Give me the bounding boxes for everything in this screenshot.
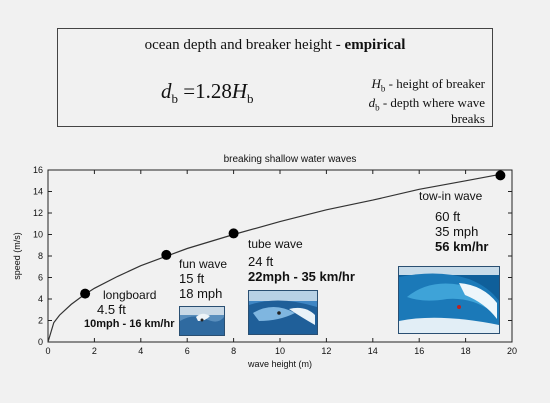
data-point-fun xyxy=(161,249,172,260)
data-point-longboard xyxy=(80,288,91,299)
eq-lhs-subscript: b xyxy=(171,91,179,107)
annotation-speed: 18 mph xyxy=(179,285,223,301)
formula-title: ocean depth and breaker height - empiric… xyxy=(58,37,492,54)
annotation-title: fun wave xyxy=(179,257,228,271)
y-tick-label: 6 xyxy=(38,273,43,283)
y-tick-label: 4 xyxy=(38,294,43,304)
legend-subscript: b xyxy=(375,102,380,113)
x-tick-label: 6 xyxy=(185,346,190,356)
y-tick-label: 10 xyxy=(33,230,43,240)
formula-title-text: ocean depth and breaker height - xyxy=(144,37,345,53)
y-tick-label: 14 xyxy=(33,187,43,197)
annotation-title: tube wave xyxy=(248,237,303,251)
x-tick-label: 8 xyxy=(231,346,236,356)
annotation-tow-in-wave: tow-in wave 60 ft 35 mph 56 km/hr xyxy=(419,189,489,255)
breaker-depth-equation: db =1.28Hb xyxy=(161,79,254,107)
x-tick-label: 10 xyxy=(275,346,285,356)
legend-breaker-height: Hb - height of breaker xyxy=(371,76,485,94)
x-tick-label: 18 xyxy=(461,346,471,356)
legend-text: - height of breaker xyxy=(385,76,485,91)
eq-rhs-variable: H xyxy=(231,79,248,103)
legend-variable: d xyxy=(368,95,376,110)
fun-wave-picture xyxy=(180,307,224,335)
formula-title-bold: empirical xyxy=(344,37,406,53)
annotation-speed: 10mph - 16 km/hr xyxy=(84,317,175,330)
legend-variable: H xyxy=(371,76,381,91)
tow-in-wave-photo xyxy=(398,266,500,334)
x-tick-label: 12 xyxy=(321,346,331,356)
legend-text: - depth where wave xyxy=(379,95,485,110)
legend-break-depth: db - depth where wave xyxy=(369,95,485,113)
y-tick-label: 12 xyxy=(33,208,43,218)
x-tick-label: 20 xyxy=(507,346,517,356)
annotation-height: 24 ft xyxy=(248,253,274,269)
tow-in-wave-picture xyxy=(399,267,499,333)
annotation-title: tow-in wave xyxy=(419,189,483,203)
y-tick-label: 0 xyxy=(38,337,43,347)
fun-wave-photo xyxy=(179,306,225,336)
legend-subscript: b xyxy=(380,83,386,94)
annotation-height: 15 ft xyxy=(179,270,205,286)
annotation-title: longboard xyxy=(103,288,157,302)
eq-coefficient: =1.28 xyxy=(178,79,232,103)
annotation-speed-kmh: 56 km/hr xyxy=(435,238,489,254)
y-tick-label: 8 xyxy=(38,251,43,261)
y-tick-label: 2 xyxy=(38,316,43,326)
y-tick-label: 16 xyxy=(33,165,43,175)
annotation-tube-wave: tube wave 24 ft 22mph - 35 km/hr xyxy=(248,237,355,285)
annotation-speed-mph: 35 mph xyxy=(435,223,479,239)
annotation-speed: 22mph - 35 km/hr xyxy=(248,268,355,284)
annotation-fun-wave: fun wave 15 ft 18 mph xyxy=(179,257,228,302)
chart-title: breaking shallow water waves xyxy=(224,154,357,165)
x-tick-label: 14 xyxy=(368,346,378,356)
annotation-longboard: longboard 4.5 ft 10mph - 16 km/hr xyxy=(84,288,174,330)
annotation-height: 4.5 ft xyxy=(97,301,126,317)
x-axis-label: wave height (m) xyxy=(247,359,312,369)
eq-rhs-subscript: b xyxy=(247,91,254,107)
tube-wave-photo xyxy=(248,290,318,335)
x-tick-label: 0 xyxy=(45,346,50,356)
formula-panel: ocean depth and breaker height - empiric… xyxy=(57,28,493,127)
eq-lhs-variable: d xyxy=(161,79,172,103)
x-tick-label: 4 xyxy=(138,346,143,356)
tube-wave-picture xyxy=(249,291,317,334)
data-point-tube xyxy=(228,228,239,239)
legend-breaks: breaks xyxy=(451,111,485,127)
y-axis-label: speed (m/s) xyxy=(12,232,22,280)
data-point-towin xyxy=(495,170,506,181)
legend-text: breaks xyxy=(451,111,485,126)
x-tick-label: 2 xyxy=(92,346,97,356)
x-tick-label: 16 xyxy=(414,346,424,356)
annotation-height: 60 ft xyxy=(435,208,461,224)
